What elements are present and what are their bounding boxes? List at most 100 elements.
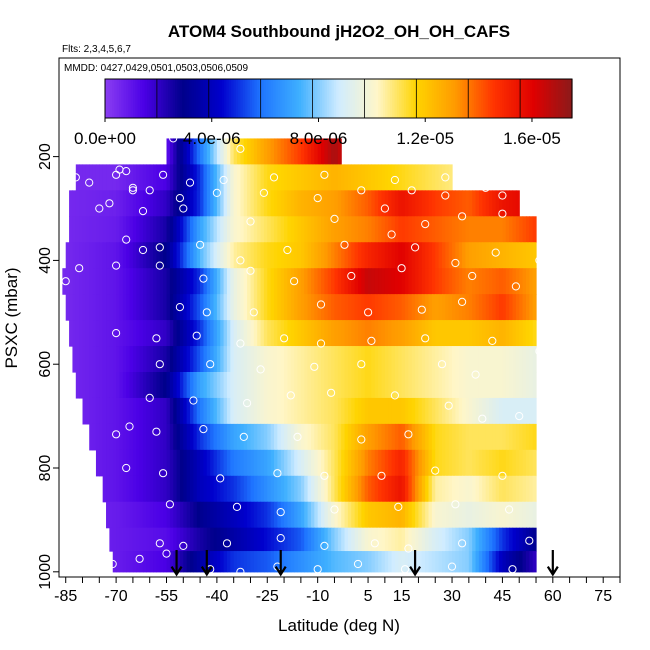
colorbar-swatch [214,79,218,118]
heatmap-cell [102,449,107,477]
heatmap-cell [391,551,396,573]
heatmap-cell [465,190,470,217]
colorbar-swatch [256,79,260,118]
heatmap-cell [435,397,440,425]
observation-point [568,539,578,548]
heatmap-cell [394,397,399,425]
x-tick-label: 60 [544,588,562,605]
heatmap-cell [142,501,147,529]
heatmap-cell [488,190,493,217]
heatmap-cell [525,242,530,269]
heatmap-cell [331,242,336,269]
heatmap-cell [69,216,74,243]
heatmap-cell [441,216,446,243]
heatmap-cell [253,190,258,217]
heatmap-cell [314,320,319,347]
heatmap-cell [237,372,241,399]
heatmap-cell [435,501,440,529]
heatmap-cell [233,475,238,503]
heatmap-cell [354,216,359,243]
heatmap-cell [183,138,188,165]
heatmap-cell [337,449,342,477]
heatmap-cell [159,294,164,321]
heatmap-cell [146,423,151,451]
heatmap-cell [334,138,339,165]
heatmap-cell [347,346,352,373]
heatmap-cell [300,423,305,451]
heatmap-cell [139,423,144,451]
colorbar-swatch [137,79,141,118]
heatmap-cell [515,423,520,451]
heatmap-cell [284,397,289,425]
heatmap-cell [176,346,181,373]
heatmap-cell [196,268,201,295]
heatmap-cell [210,190,215,217]
heatmap-cell [297,138,302,165]
heatmap-cell [290,449,295,477]
colorbar-swatch [198,79,202,118]
heatmap-cell [415,397,420,425]
heatmap-cell [394,320,399,347]
heatmap-cell [347,501,352,529]
heatmap-cell [273,423,278,451]
heatmap-cell [529,346,534,373]
heatmap-cell [515,551,520,573]
colorbar-swatch [193,79,197,118]
heatmap-cell [499,294,504,321]
heatmap-cell [173,449,178,477]
heatmap-cell [532,397,537,425]
heatmap-cell [203,346,208,373]
heatmap-cell [176,216,181,243]
heatmap-cell [394,242,399,269]
heatmap-cell [233,346,238,373]
heatmap-cell [253,242,258,269]
heatmap-cell [462,475,467,503]
heatmap-cell [126,164,131,191]
heatmap-cell [163,268,168,295]
heatmap-cell [139,346,144,373]
heatmap-cell [428,449,433,477]
heatmap-cell [448,346,453,373]
heatmap-cell [112,294,117,321]
heatmap-cell [384,551,389,573]
heatmap-cell [183,449,188,477]
heatmap-cell [418,242,423,269]
observation-point [212,188,221,197]
heatmap-cell [273,527,278,552]
heatmap-cell [237,294,241,321]
heatmap-cell [351,190,356,217]
observation-point [367,336,376,345]
heatmap-cell [435,320,440,347]
heatmap-cell [411,216,416,243]
heatmap-cell [216,294,221,321]
heatmap-cell [488,475,493,503]
heatmap-cell [428,346,433,373]
heatmap-cell [374,527,379,552]
heatmap-cell [448,423,453,451]
heatmap-cell [337,501,342,529]
heatmap-cell [435,423,440,451]
heatmap-cell [435,551,440,573]
colorbar-swatch [508,79,512,118]
heatmap-cell [240,346,245,373]
heatmap-cell [106,164,110,191]
heatmap-cell [334,527,339,552]
heatmap-cell [149,551,154,573]
heatmap-cell [186,242,191,269]
heatmap-cell [495,320,500,347]
heatmap-cell [173,320,178,347]
heatmap-cell [485,372,490,399]
heatmap-cell [334,372,339,399]
heatmap-cell [203,449,208,477]
heatmap-cell [357,372,362,399]
heatmap-cell [116,449,121,477]
heatmap-cell [250,346,255,373]
heatmap-cell [425,216,430,243]
heatmap-cell [448,190,453,217]
heatmap-cell [445,190,450,217]
heatmap-cell [331,268,336,295]
heatmap-cell [136,397,141,425]
heatmap-cell [488,527,493,552]
heatmap-cell [351,475,356,503]
colorbar-swatch [560,79,564,118]
